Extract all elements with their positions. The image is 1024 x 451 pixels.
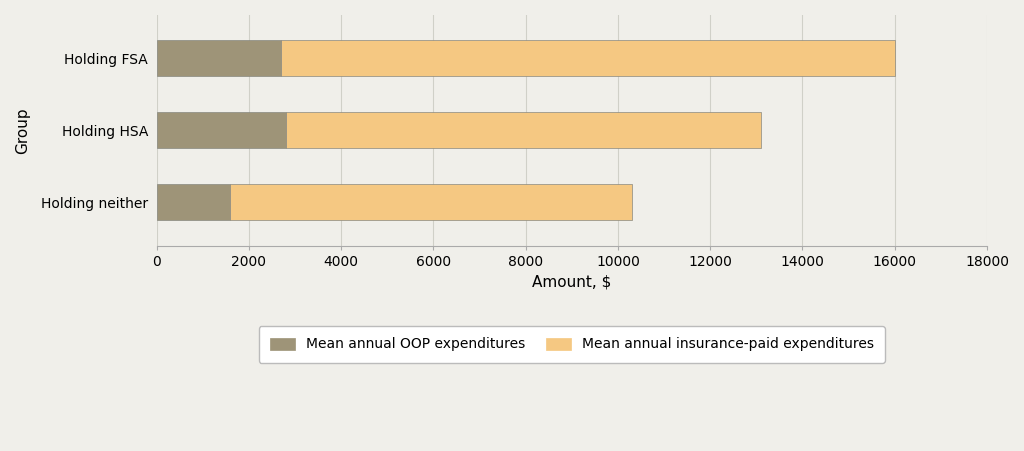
Legend: Mean annual OOP expenditures, Mean annual insurance-paid expenditures: Mean annual OOP expenditures, Mean annua… <box>258 327 885 363</box>
Bar <box>157 184 230 221</box>
Bar <box>157 40 282 76</box>
Bar <box>282 40 895 76</box>
Bar <box>157 112 286 148</box>
Y-axis label: Group: Group <box>15 107 30 154</box>
Bar <box>286 112 761 148</box>
Bar <box>230 184 632 221</box>
X-axis label: Amount, $: Amount, $ <box>532 274 611 289</box>
